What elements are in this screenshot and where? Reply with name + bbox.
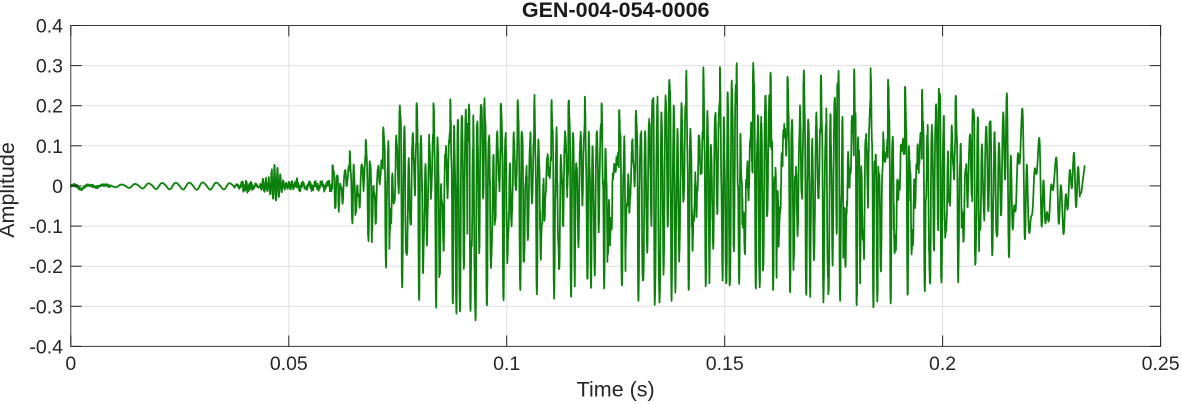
svg-text:-0.2: -0.2 xyxy=(29,256,63,278)
svg-text:0.15: 0.15 xyxy=(706,353,744,375)
svg-text:0.3: 0.3 xyxy=(36,56,63,78)
svg-text:Amplitude: Amplitude xyxy=(0,142,19,238)
svg-text:GEN-004-054-0006: GEN-004-054-0006 xyxy=(522,0,710,22)
svg-text:-0.3: -0.3 xyxy=(29,296,63,318)
svg-text:0: 0 xyxy=(65,353,76,375)
svg-text:0: 0 xyxy=(52,176,63,198)
svg-text:0.1: 0.1 xyxy=(36,136,63,158)
svg-text:-0.1: -0.1 xyxy=(29,216,63,238)
svg-text:0.2: 0.2 xyxy=(929,353,956,375)
svg-text:0.25: 0.25 xyxy=(1142,353,1180,375)
svg-text:0.4: 0.4 xyxy=(36,16,63,38)
svg-text:0.2: 0.2 xyxy=(36,96,63,118)
svg-text:0.05: 0.05 xyxy=(270,353,308,375)
svg-text:-0.4: -0.4 xyxy=(29,336,63,358)
svg-text:Time (s): Time (s) xyxy=(577,378,655,402)
svg-text:0.1: 0.1 xyxy=(493,353,520,375)
